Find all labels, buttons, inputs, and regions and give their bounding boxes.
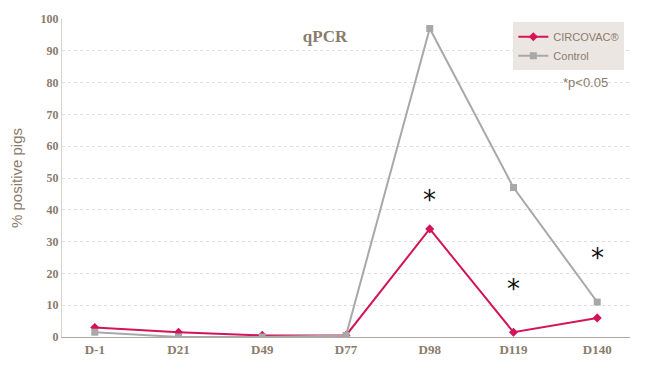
svg-text:D98: D98 <box>419 342 442 357</box>
svg-text:D140: D140 <box>583 342 612 357</box>
svg-text:D21: D21 <box>167 342 189 357</box>
svg-text:70: 70 <box>47 108 59 122</box>
svg-text:40: 40 <box>47 203 59 217</box>
svg-text:% positive pigs: % positive pigs <box>8 128 25 228</box>
svg-text:qPCR: qPCR <box>303 27 348 46</box>
svg-text:*: * <box>507 274 520 304</box>
svg-text:Control: Control <box>553 50 588 62</box>
svg-text:D-1: D-1 <box>85 342 105 357</box>
svg-text:*p<0.05: *p<0.05 <box>563 75 608 90</box>
svg-text:60: 60 <box>47 139 59 153</box>
svg-text:CIRCOVAC®: CIRCOVAC® <box>553 31 618 43</box>
svg-text:D119: D119 <box>499 342 528 357</box>
svg-text:D49: D49 <box>251 342 274 357</box>
svg-text:100: 100 <box>41 12 59 26</box>
svg-text:20: 20 <box>47 267 59 281</box>
svg-text:90: 90 <box>47 44 59 58</box>
svg-text:80: 80 <box>47 76 59 90</box>
svg-text:*: * <box>591 243 604 273</box>
svg-text:30: 30 <box>47 235 59 249</box>
svg-text:10: 10 <box>47 298 59 312</box>
svg-text:50: 50 <box>47 171 59 185</box>
svg-text:0: 0 <box>53 330 59 344</box>
svg-text:D77: D77 <box>335 342 358 357</box>
svg-text:*: * <box>423 185 436 215</box>
